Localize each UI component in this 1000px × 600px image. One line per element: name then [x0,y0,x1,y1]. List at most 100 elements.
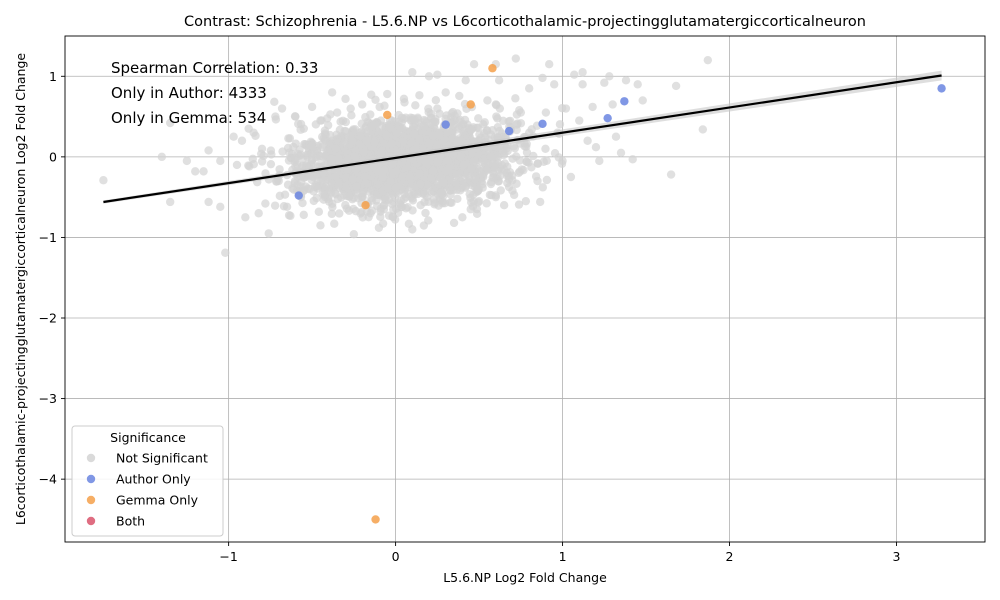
point-cloud-2525 [380,165,389,175]
point-cloud-2581 [352,182,361,191]
point-cloud-1982 [367,194,376,203]
point-1-3 [620,97,629,106]
point-cloud-2596 [424,139,434,149]
point-cloud-1474 [533,159,543,168]
point-0-95 [316,116,325,125]
legend-entries: Not Significant Author Only Gemma Only Both [86,451,208,529]
point-1-4 [937,84,946,93]
point-cloud-531 [314,207,324,216]
annotation-gemma-only: Only in Gemma: 534 [111,109,266,127]
point-0-56 [570,70,579,79]
point-cloud-1767 [448,107,458,117]
point-cloud-2020 [421,208,430,218]
point-cloud-1644 [286,211,295,221]
point-0-48 [538,73,547,83]
point-cloud-2558 [318,189,327,199]
point-0-73 [666,170,676,179]
point-cloud-1053 [380,101,389,110]
point-cloud-2567 [311,180,320,190]
point-cloud-2547 [350,152,360,161]
point-cloud-1672 [529,151,538,161]
point-cloud-2379 [410,115,419,124]
point-cloud-2554 [309,196,319,206]
point-cloud-2421 [424,104,433,113]
point-cloud-2557 [332,130,341,139]
point-0-79 [458,213,467,222]
point-0-91 [441,88,450,97]
point-cloud-1863 [248,154,257,164]
point-0-18 [254,209,263,218]
point-cloud-2428 [396,124,405,133]
series-author-only [294,84,946,200]
point-0-27 [316,221,325,230]
point-cloud-2535 [424,197,433,207]
point-cloud-2268 [509,141,519,151]
point-0-25 [299,210,308,220]
point-cloud-2569 [435,130,444,139]
y-axis-ticks: −4 −3 −2 −1 0 1 [39,69,65,487]
point-2-0 [371,515,380,524]
point-0-2 [165,197,175,207]
point-cloud-1757 [514,200,524,209]
point-0-31 [358,100,367,109]
point-0-39 [449,218,459,228]
point-0-74 [671,81,681,91]
point-0-80 [366,209,375,218]
point-cloud-2403 [489,173,498,182]
point-cloud-2358 [511,152,521,161]
point-2-1 [488,64,497,73]
point-cloud-2409 [327,179,336,188]
point-cloud-2582 [405,172,415,182]
point-0-81 [299,124,308,133]
point-0-90 [416,201,425,210]
point-0-78 [491,192,500,202]
point-cloud-659 [266,159,276,169]
point-cloud-2407 [341,127,351,136]
point-cloud-1806 [367,90,376,99]
legend-title: Significance [110,430,186,445]
point-0-67 [611,132,621,141]
point-cloud-2047 [267,150,276,159]
point-cloud-2365 [336,193,346,202]
point-cloud-2114 [388,212,397,221]
point-cloud-2339 [318,132,327,142]
point-cloud-1915 [474,114,483,123]
legend-marker-2 [86,495,96,505]
point-cloud-2512 [331,144,341,153]
point-0-15 [241,213,250,222]
point-cloud-2423 [495,126,504,136]
point-cloud-2201 [451,178,460,187]
y-axis-label: L6corticothalamic-projectingglutamatergi… [13,53,28,526]
point-0-1 [157,152,167,162]
point-0-77 [533,176,542,186]
point-0-20 [264,229,273,238]
y-tick-label-5: 1 [49,69,57,84]
point-cloud-2237 [469,157,479,166]
point-cloud-2503 [367,122,377,131]
point-0-66 [608,100,617,109]
point-cloud-2441 [433,157,442,167]
point-cloud-126 [275,165,284,174]
point-cloud-2370 [452,185,462,195]
point-0-33 [383,89,392,99]
point-cloud-2556 [416,179,425,189]
point-cloud-2565 [388,159,398,169]
point-0-17 [249,128,258,137]
point-cloud-2098 [341,173,351,182]
point-0-11 [221,248,230,257]
point-cloud-2591 [382,130,391,140]
point-cloud-2530 [512,179,521,188]
point-cloud-728 [465,189,474,199]
point-0-42 [474,196,484,206]
point-cloud-1245 [538,183,548,192]
point-cloud-2443 [310,146,319,156]
annotation-author-only: Only in Author: 4333 [111,84,267,102]
point-cloud-1656 [366,110,375,119]
x-axis-label: L5.6.NP Log2 Fold Change [443,570,607,585]
x-tick-label-1: 0 [392,549,400,564]
point-0-44 [494,76,504,85]
x-tick-label-3: 2 [726,549,734,564]
point-0-45 [508,186,517,195]
point-cloud-941 [411,101,420,110]
point-cloud-2594 [391,183,400,193]
